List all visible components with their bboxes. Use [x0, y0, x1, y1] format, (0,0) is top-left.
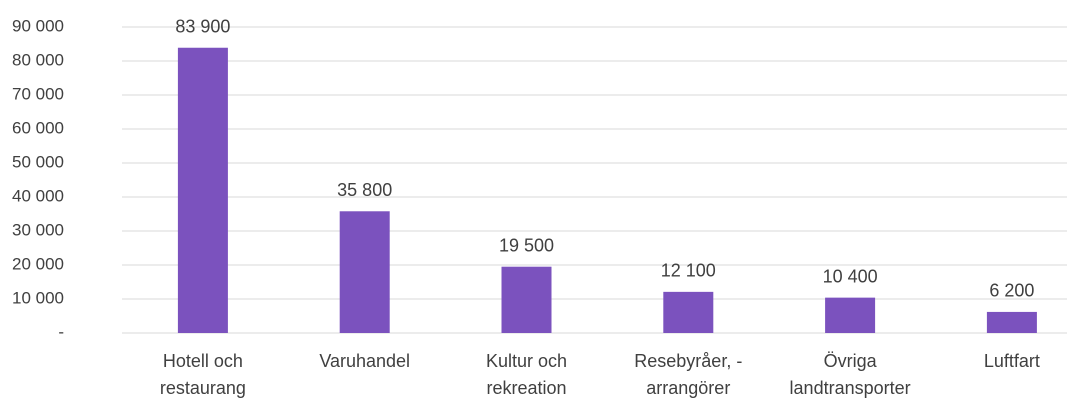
data-label: 10 400 — [823, 266, 878, 286]
y-tick-label: 20 000 — [12, 254, 64, 273]
y-tick-label: - — [58, 322, 64, 341]
x-tick-label: Kultur och rekreation — [485, 351, 568, 398]
x-tick-label: Luftfart — [983, 351, 1040, 371]
bar — [339, 211, 390, 333]
y-tick-label: 70 000 — [12, 84, 64, 103]
data-label: 19 500 — [499, 235, 554, 255]
y-tick-label: 60 000 — [12, 118, 64, 137]
data-label: 83 900 — [175, 16, 230, 36]
y-tick-label: 10 000 — [12, 288, 64, 307]
x-tick-label: Resebyråer, - arrangörer — [634, 351, 743, 398]
y-tick-label: 80 000 — [12, 50, 64, 69]
bar — [177, 47, 228, 334]
y-tick-label: 50 000 — [12, 152, 64, 171]
x-tick-label: Övriga landtransporter — [789, 351, 911, 398]
y-tick-label: 40 000 — [12, 186, 64, 205]
y-tick-label: 90 000 — [12, 16, 64, 35]
data-label: 35 800 — [337, 180, 392, 200]
x-tick-label: Hotell och restaurang — [159, 351, 246, 398]
bar — [825, 297, 876, 333]
y-tick-label: 30 000 — [12, 220, 64, 239]
data-label: 6 200 — [989, 281, 1034, 301]
bar — [986, 311, 1037, 333]
bar — [663, 291, 714, 333]
x-tick-label: Varuhandel — [319, 351, 411, 371]
bar — [501, 266, 552, 333]
data-label: 12 100 — [661, 261, 716, 281]
